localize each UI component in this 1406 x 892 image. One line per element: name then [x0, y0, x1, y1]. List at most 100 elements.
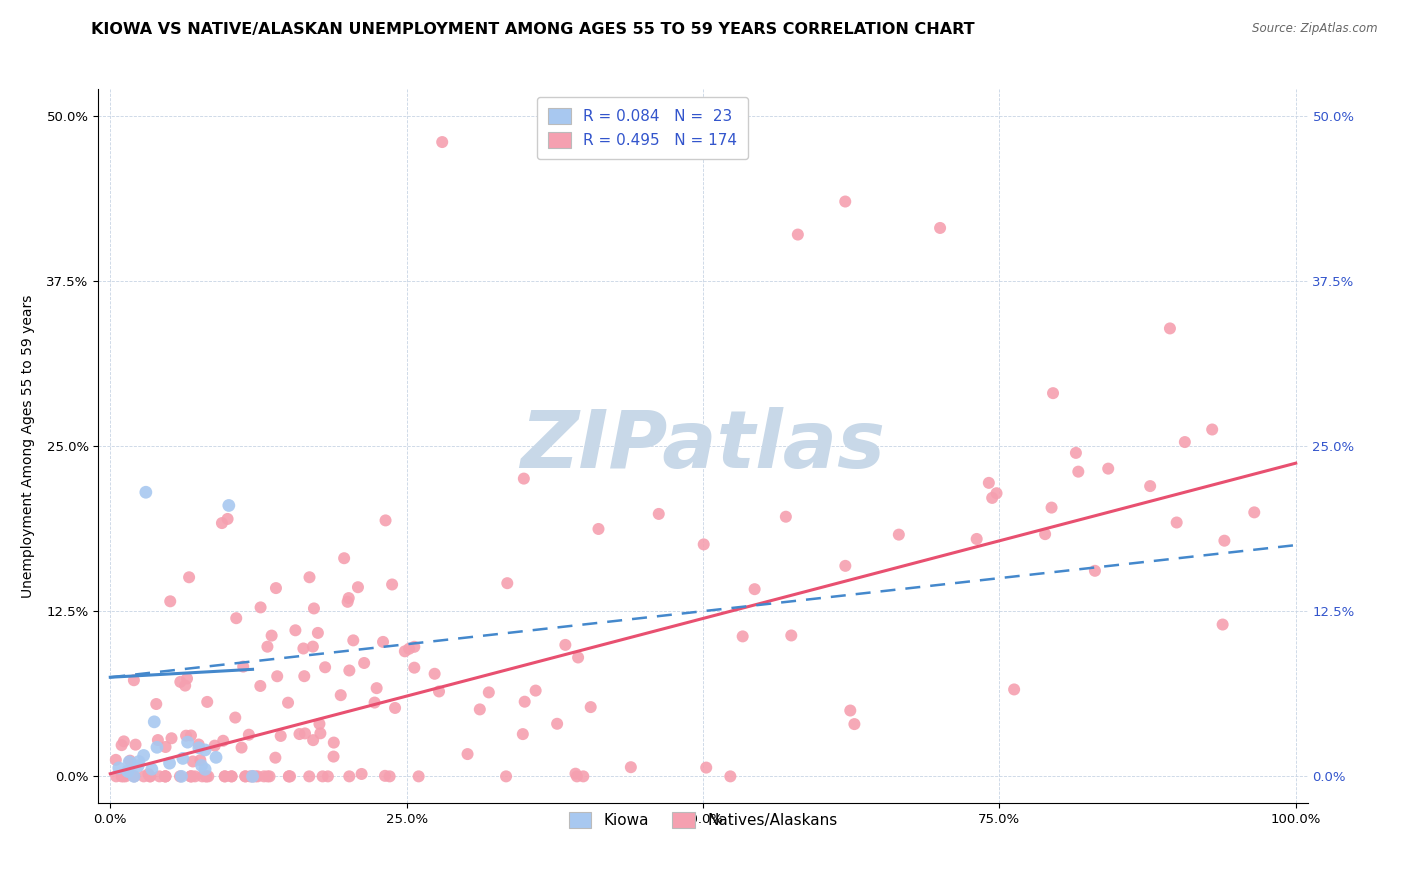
Point — [180, 769, 202, 783]
Point — [1040, 500, 1063, 515]
Point — [172, 751, 194, 765]
Point — [132, 748, 155, 763]
Point — [695, 761, 717, 775]
Point — [378, 769, 401, 783]
Point — [194, 743, 217, 757]
Point — [381, 577, 404, 591]
Point — [139, 769, 162, 783]
Point — [744, 582, 766, 597]
Point — [112, 734, 135, 748]
Point — [394, 644, 416, 658]
Point — [302, 640, 325, 654]
Point — [314, 660, 336, 674]
Point — [190, 758, 212, 772]
Point — [239, 769, 262, 783]
Point — [264, 581, 287, 595]
Point — [118, 754, 141, 768]
Point — [337, 664, 360, 678]
Point — [117, 764, 139, 779]
Point — [363, 696, 385, 710]
Point — [138, 767, 160, 781]
Point — [256, 640, 278, 654]
Point — [105, 769, 128, 783]
Point — [292, 641, 315, 656]
Point — [256, 769, 278, 783]
Point — [1159, 321, 1181, 335]
Point — [242, 769, 264, 783]
Point — [118, 755, 141, 769]
Point — [284, 624, 307, 638]
Point — [112, 769, 135, 783]
Point — [524, 683, 547, 698]
Point — [350, 767, 373, 781]
Point — [844, 717, 866, 731]
Point — [148, 769, 170, 783]
Point — [564, 766, 586, 780]
Point — [176, 672, 198, 686]
Point — [212, 733, 235, 747]
Point — [111, 738, 134, 752]
Point — [478, 685, 501, 699]
Point — [127, 759, 149, 773]
Point — [780, 628, 803, 642]
Point — [194, 762, 217, 776]
Point — [188, 753, 211, 767]
Point — [277, 769, 299, 783]
Point — [496, 576, 519, 591]
Point — [195, 769, 218, 783]
Point — [298, 570, 321, 584]
Point — [205, 750, 228, 764]
Point — [1067, 465, 1090, 479]
Point — [249, 679, 271, 693]
Point — [155, 769, 177, 783]
Y-axis label: Unemployment Among Ages 55 to 59 years: Unemployment Among Ages 55 to 59 years — [21, 294, 35, 598]
Point — [309, 726, 332, 740]
Point — [170, 769, 193, 783]
Point — [174, 729, 197, 743]
Point — [221, 769, 243, 783]
Point — [353, 656, 375, 670]
Point — [232, 659, 254, 673]
Point — [108, 761, 131, 775]
Point — [648, 507, 671, 521]
Point — [565, 769, 588, 783]
Point — [839, 704, 862, 718]
Point — [457, 747, 479, 761]
Point — [139, 769, 162, 783]
Point — [277, 696, 299, 710]
Point — [775, 509, 797, 524]
Point — [180, 729, 202, 743]
Point — [259, 769, 281, 783]
Point — [374, 513, 396, 527]
Point — [122, 769, 145, 783]
Point — [986, 486, 1008, 500]
Point — [966, 532, 988, 546]
Point — [155, 739, 177, 754]
Point — [1166, 516, 1188, 530]
Point — [337, 769, 360, 783]
Point — [1201, 422, 1223, 436]
Point — [366, 681, 388, 695]
Point — [1213, 533, 1236, 548]
Point — [141, 762, 163, 776]
Point — [308, 717, 330, 731]
Point — [693, 537, 716, 551]
Point — [176, 735, 198, 749]
Point — [225, 611, 247, 625]
Point — [174, 679, 197, 693]
Point — [731, 629, 754, 643]
Point — [1097, 461, 1119, 475]
Point — [128, 755, 150, 769]
Point — [567, 650, 589, 665]
Point — [266, 669, 288, 683]
Point — [278, 769, 301, 783]
Point — [184, 769, 207, 783]
Point — [786, 227, 808, 242]
Point — [307, 626, 329, 640]
Point — [197, 769, 219, 783]
Point — [329, 688, 352, 702]
Point — [187, 738, 209, 752]
Point — [298, 769, 321, 783]
Point — [588, 522, 610, 536]
Point — [195, 695, 218, 709]
